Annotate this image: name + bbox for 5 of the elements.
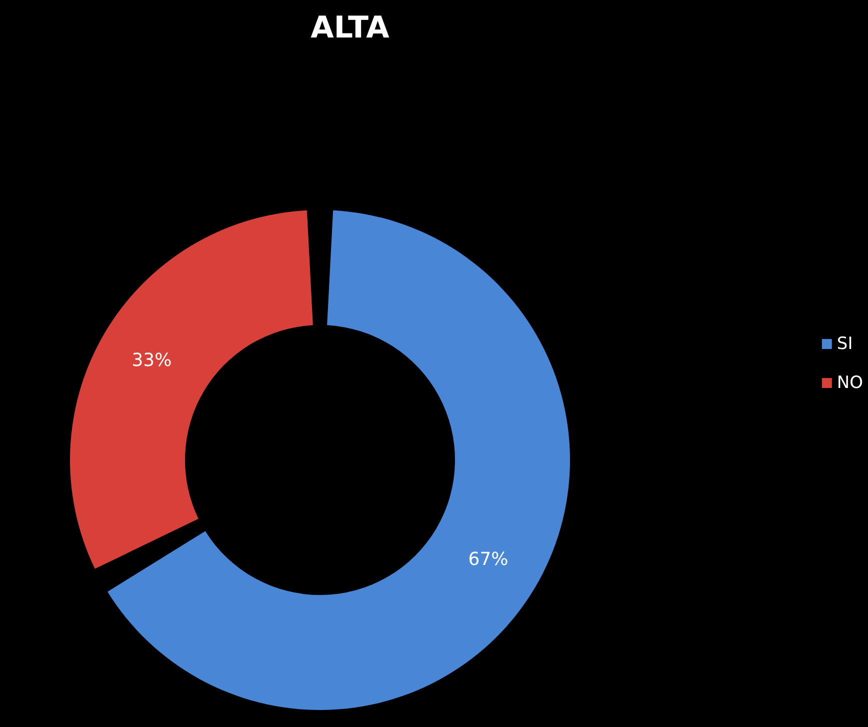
data-label: 33%: [132, 350, 172, 371]
data-label: 67%: [468, 549, 508, 570]
legend-label: NO: [836, 373, 864, 393]
chart-title: ALTA: [310, 10, 390, 46]
legend-label: SI: [836, 334, 853, 354]
